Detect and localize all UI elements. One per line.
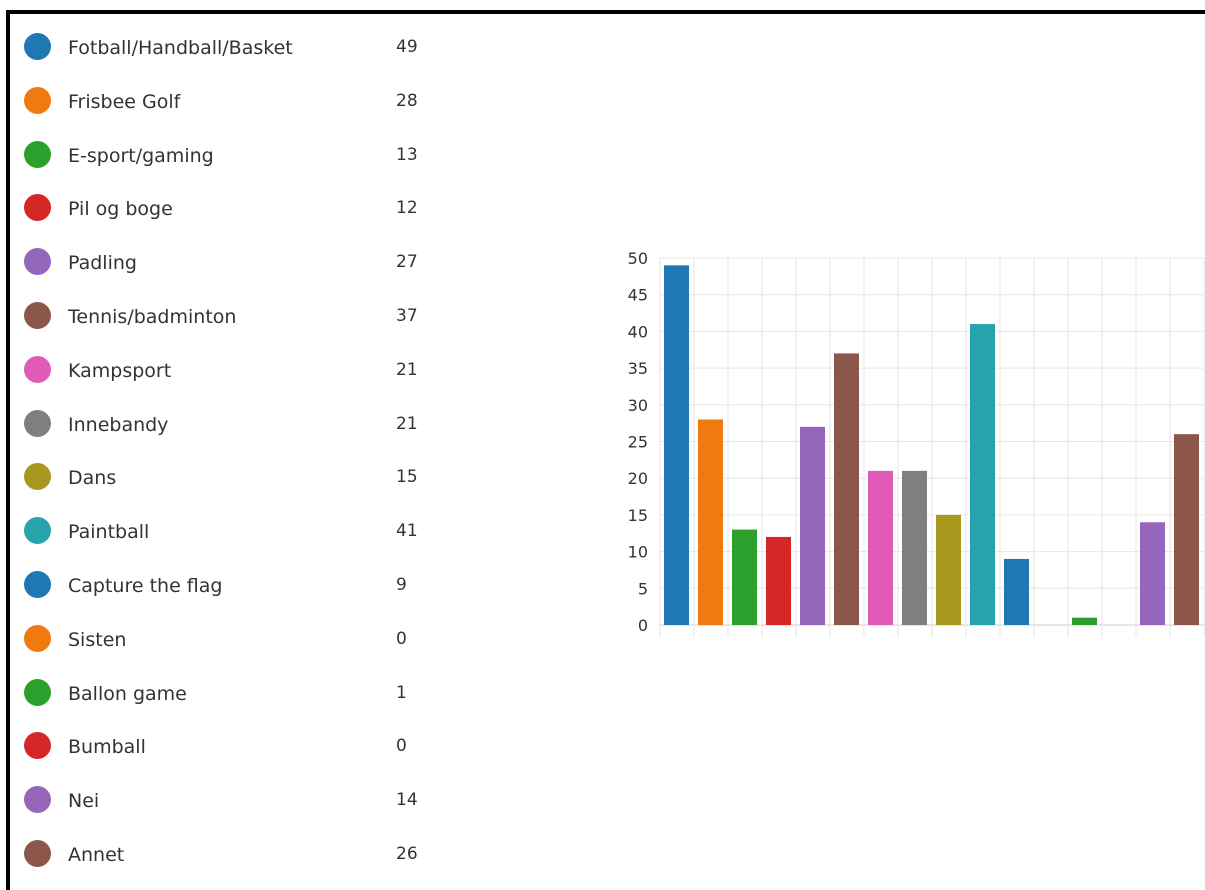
bar-13[interactable] xyxy=(1072,618,1097,625)
y-tick-label: 25 xyxy=(628,433,648,452)
bar-5[interactable] xyxy=(800,427,825,625)
bar-9[interactable] xyxy=(936,515,961,625)
bar-4[interactable] xyxy=(766,537,791,625)
y-tick-label: 0 xyxy=(638,616,648,635)
y-tick-label: 30 xyxy=(628,396,648,415)
y-tick-label: 5 xyxy=(638,579,648,598)
bar-15[interactable] xyxy=(1140,522,1165,625)
bar-7[interactable] xyxy=(868,471,893,625)
bar-chart: 0 5 10 15 20 25 30 35 40 45 50 xyxy=(10,14,1205,884)
y-tick-label: 40 xyxy=(628,322,648,341)
y-tick-label: 10 xyxy=(628,543,648,562)
y-tick-label: 20 xyxy=(628,469,648,488)
bar-1[interactable] xyxy=(664,265,689,625)
bar-8[interactable] xyxy=(902,471,927,625)
y-tick-label: 35 xyxy=(628,359,648,378)
y-tick-label: 15 xyxy=(628,506,648,525)
bar-6[interactable] xyxy=(834,353,859,625)
y-tick-label: 45 xyxy=(628,286,648,305)
bar-16[interactable] xyxy=(1174,434,1199,625)
chart-frame: Fotball/Handball/Basket 49 Frisbee Golf 28 E… xyxy=(6,10,1205,890)
bar-11[interactable] xyxy=(1004,559,1029,625)
bar-10[interactable] xyxy=(970,324,995,625)
bar-3[interactable] xyxy=(732,530,757,625)
y-tick-label: 50 xyxy=(628,249,648,268)
bar-2[interactable] xyxy=(698,419,723,625)
